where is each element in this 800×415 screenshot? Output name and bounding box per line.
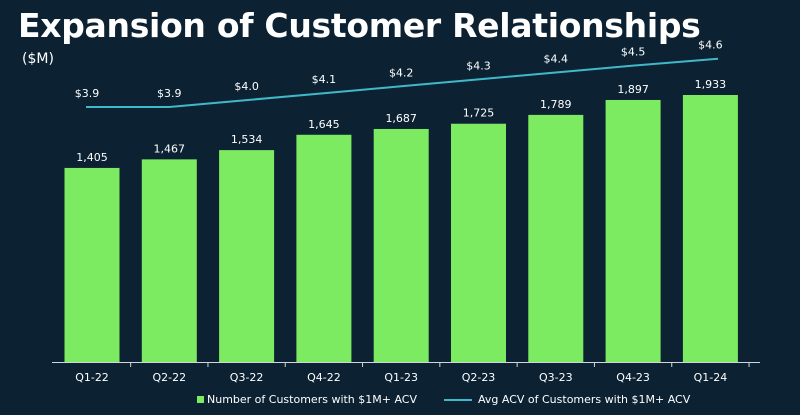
bar-label-Q1-24: 1,933 [695,78,727,91]
legend-label-customers: Number of Customers with $1M+ ACV [207,393,418,406]
bar-Q2-23 [451,123,506,362]
line-labels-layer: $3.9 $3.9 $4.0 $4.1 $4.2 $4.3 $4.4 $4.5 $4.6 [75,39,723,100]
x-tick-label-Q4-23: Q4-23 [616,371,650,384]
bar-label-Q1-23: 1,687 [385,112,417,125]
x-tick-label-Q2-22: Q2-22 [152,371,186,384]
bar-label-Q3-22: 1,534 [231,133,263,146]
legend-item-customers: Number of Customers with $1M+ ACV [197,393,417,406]
bar-label-Q2-23: 1,725 [463,107,495,120]
chart-title: Expansion of Customer Relationships [18,6,701,45]
line-layer [85,57,719,108]
line-label-Q4-23: $4.5 [621,46,646,59]
bar-Q2-22 [141,159,197,362]
x-tick-label-Q4-22: Q4-22 [307,371,341,384]
line-label-Q2-22: $3.9 [157,87,182,100]
x-tick-label-Q1-24: Q1-24 [694,371,728,384]
legend-label-avg-acv: Avg ACV of Customers with $1M+ ACV [478,393,691,406]
bar-Q1-24 [682,95,738,362]
bar-labels-layer: 1,405 1,467 1,534 1,645 1,687 1,725 1,789 1,897… [76,78,726,164]
bar-label-Q4-23: 1,897 [617,83,649,96]
x-tick-label-Q1-22: Q1-22 [75,371,109,384]
line-label-Q1-22: $3.9 [75,87,100,100]
legend: Number of Customers with $1M+ ACV Avg AC… [0,393,800,411]
unit-label: ($M) [22,51,54,67]
combo-chart: 1,405 1,467 1,534 1,645 1,687 1,725 1,789 1,897… [52,39,760,384]
x-tick-label-Q3-22: Q3-22 [230,371,264,384]
bar-label-Q1-22: 1,405 [76,151,108,164]
x-tick-label-Q1-23: Q1-23 [384,371,418,384]
legend-line-swatch [444,398,472,401]
line-label-Q2-23: $4.3 [466,59,491,72]
bar-label-Q3-23: 1,789 [540,98,572,111]
bar-Q4-23 [605,99,661,362]
bar-Q1-23 [373,128,429,362]
bar-Q3-23 [528,114,584,363]
x-tick-label-Q2-23: Q2-23 [462,371,496,384]
bars-layer [64,95,738,363]
line-label-Q4-22: $4.1 [312,73,337,86]
bar-Q3-22 [219,150,275,362]
legend-item-avg-acv: Avg ACV of Customers with $1M+ ACV [444,393,690,406]
line-label-Q3-23: $4.4 [544,53,569,66]
line-label-Q1-24: $4.6 [698,39,723,52]
x-axis: Q1-22 Q2-22 Q3-22 Q4-22 Q1-23 Q2-23 Q3-23 Q4-23… [52,362,760,384]
line-label-Q3-22: $4.0 [234,80,259,93]
bar-Q4-22 [296,134,352,362]
line-label-Q1-23: $4.2 [389,66,414,79]
x-tick-label-Q3-23: Q3-23 [539,371,573,384]
legend-bar-swatch [197,396,204,403]
bar-label-Q4-22: 1,645 [308,118,340,131]
bar-Q1-22 [64,167,120,362]
bar-label-Q2-22: 1,467 [154,142,186,155]
